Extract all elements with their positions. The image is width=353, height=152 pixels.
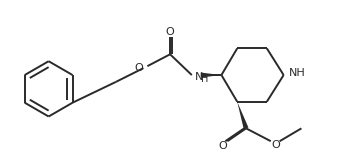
Text: N: N — [195, 72, 203, 82]
Text: O: O — [271, 140, 280, 150]
Text: O: O — [166, 27, 174, 37]
Text: NH: NH — [289, 68, 306, 78]
Polygon shape — [237, 102, 249, 129]
Polygon shape — [201, 73, 221, 78]
Text: O: O — [218, 141, 227, 151]
Text: O: O — [134, 63, 143, 73]
Text: H: H — [201, 74, 208, 84]
